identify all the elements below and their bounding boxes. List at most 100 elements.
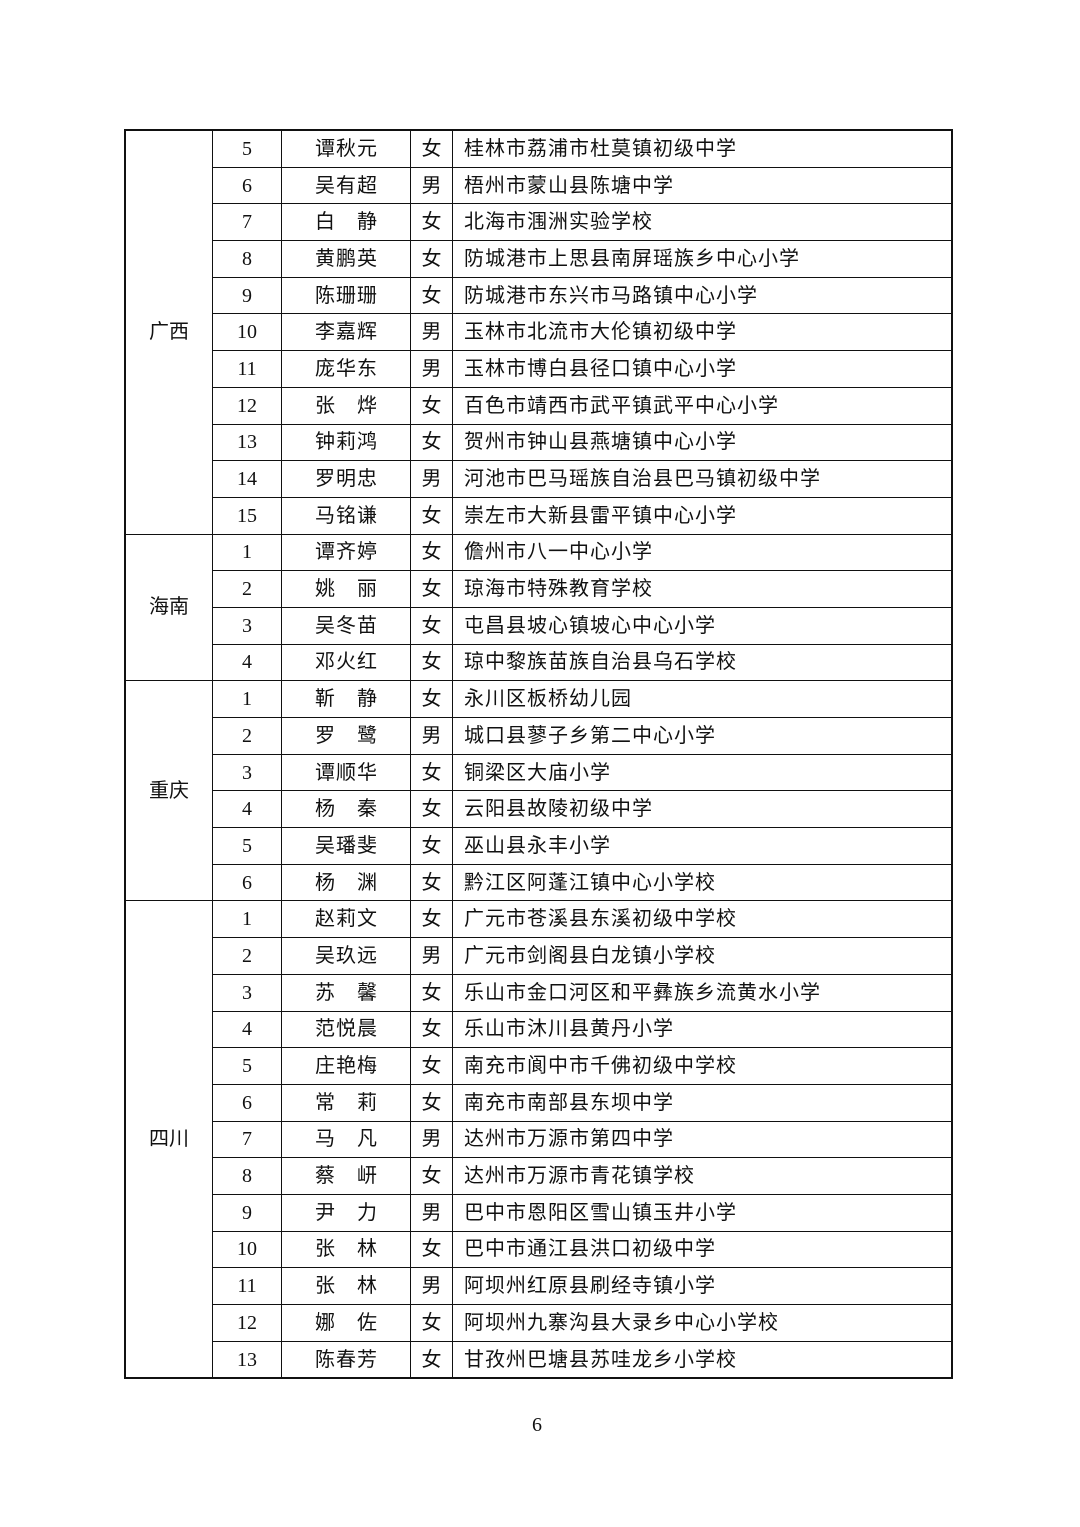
- gender-cell: 女: [410, 570, 453, 608]
- school-name-cell: 南充市阆中市千佛初级中学校: [452, 1047, 953, 1085]
- school-name-cell: 玉林市北流市大伦镇初级中学: [452, 313, 953, 352]
- teacher-name: 谭顺华: [315, 761, 377, 784]
- table-row: 6 杨渊 女黔江区阿蓬江镇中心小学校: [125, 863, 953, 902]
- teacher-name: 吴玖远: [315, 944, 377, 967]
- region-cell: 广西: [124, 129, 213, 535]
- school-name-cell: 永川区板桥幼儿园: [452, 680, 953, 718]
- school-name-cell: 黔江区阿蓬江镇中心小学校: [452, 863, 953, 902]
- teacher-name-cell: 李嘉辉: [281, 313, 411, 352]
- teacher-name-cell: 吴冬苗: [281, 606, 411, 645]
- teacher-name-cell: 谭顺华: [281, 753, 411, 792]
- teacher-name-cell: 陈珊珊: [281, 276, 411, 315]
- gender-cell: 女: [410, 1340, 453, 1379]
- gender-cell: 女: [410, 643, 453, 682]
- table-row: 9 陈珊珊 女防城港市东兴市马路镇中心小学: [125, 276, 953, 315]
- school-name-cell: 玉林市博白县径口镇中心小学: [452, 350, 953, 388]
- teacher-name: 张林: [315, 1275, 377, 1298]
- row-number-cell: 12: [212, 386, 282, 425]
- teacher-name-cell: 吴玖远: [281, 937, 411, 975]
- table-row: 海南 1 谭齐婷女儋州市八一中心小学: [124, 533, 953, 682]
- school-name-cell: 百色市靖西市武平镇武平中心小学: [452, 386, 953, 425]
- gender-cell: 女: [410, 129, 453, 168]
- gender-cell: 女: [410, 386, 453, 425]
- school-name-cell: 南充市南部县东坝中学: [452, 1083, 953, 1122]
- gender-cell: 女: [410, 863, 453, 902]
- teacher-name-cell: 罗明忠: [281, 460, 411, 498]
- gender-cell: 女: [410, 533, 453, 572]
- row-number-cell: 9: [212, 1193, 282, 1232]
- page-number: 6: [532, 1414, 542, 1436]
- gender-cell: 女: [410, 1304, 453, 1342]
- gender-cell: 女: [410, 496, 453, 535]
- teacher-name-cell: 庄艳梅: [281, 1047, 411, 1085]
- teacher-name-cell: 黄鹏英: [281, 240, 411, 278]
- table-row: 2 吴玖远 男广元市剑阁县白龙镇小学校: [125, 937, 953, 975]
- gender-cell: 女: [410, 1010, 453, 1049]
- row-number-cell: 8: [212, 240, 282, 278]
- teacher-name: 赵莉文: [315, 908, 377, 931]
- gender-cell: 女: [410, 240, 453, 278]
- table-row: 4 范悦晨 女乐山市沐川县黄丹小学: [125, 1010, 953, 1049]
- row-number-cell: 15: [212, 496, 282, 535]
- table-row: 5 吴璠斐 女巫山县永丰小学: [125, 827, 953, 865]
- teacher-name-cell: 蔡岍: [281, 1157, 411, 1195]
- gender-cell: 女: [410, 1083, 453, 1122]
- gender-cell: 女: [410, 276, 453, 315]
- row-number-cell: 3: [212, 753, 282, 792]
- row-number-cell: 1: [212, 900, 282, 939]
- school-name-cell: 崇左市大新县雷平镇中心小学: [452, 496, 953, 535]
- teacher-name: 陈春芳: [315, 1348, 377, 1371]
- gender-cell: 女: [410, 606, 453, 645]
- gender-cell: 女: [410, 900, 453, 939]
- teacher-name: 吴璠斐: [315, 834, 377, 857]
- teacher-name-cell: 杨秦: [281, 790, 411, 829]
- row-number-cell: 9: [212, 276, 282, 315]
- teacher-name: 娜佐: [315, 1311, 377, 1334]
- table-row: 3 苏馨 女乐山市金口河区和平彝族乡流黄水小学: [125, 973, 953, 1012]
- teacher-name: 黄鹏英: [315, 247, 377, 270]
- row-number-cell: 4: [212, 643, 282, 682]
- row-number-cell: 6: [212, 863, 282, 902]
- school-name-cell: 城口县蓼子乡第二中心小学: [452, 717, 953, 755]
- teacher-name-cell: 杨渊: [281, 863, 411, 902]
- school-name-cell: 儋州市八一中心小学: [452, 533, 953, 572]
- school-name-cell: 防城港市东兴市马路镇中心小学: [452, 276, 953, 315]
- row-number-cell: 4: [212, 790, 282, 829]
- table-row: 3 谭顺华 女铜梁区大庙小学: [125, 753, 953, 792]
- teacher-name-cell: 谭秋元: [281, 129, 411, 168]
- awardee-table: 广西 5 谭秋元女桂林市荔浦市杜莫镇初级中学 6 吴有超男梧州市蒙山县陈塘中学 7 白静女北…: [124, 129, 953, 1380]
- gender-cell: 女: [410, 680, 453, 718]
- row-number-cell: 5: [212, 1047, 282, 1085]
- teacher-name: 陈珊珊: [315, 284, 377, 307]
- region-cell: 重庆: [124, 680, 213, 902]
- teacher-name-cell: 吴璠斐: [281, 827, 411, 865]
- teacher-name: 范悦晨: [315, 1018, 377, 1041]
- school-name-cell: 巫山县永丰小学: [452, 827, 953, 865]
- teacher-name-cell: 张烨: [281, 386, 411, 425]
- school-name-cell: 巴中市通江县洪口初级中学: [452, 1230, 953, 1269]
- school-name-cell: 广元市苍溪县东溪初级中学校: [452, 900, 953, 939]
- teacher-name-cell: 谭齐婷: [281, 533, 411, 572]
- teacher-name: 尹力: [315, 1201, 377, 1224]
- teacher-name-cell: 马铭谦: [281, 496, 411, 535]
- table-row: 四川 1 赵莉文女广元市苍溪县东溪初级中学校: [124, 900, 953, 1379]
- gender-cell: 男: [410, 166, 453, 205]
- row-number-cell: 1: [212, 533, 282, 572]
- school-name-cell: 甘孜州巴塘县苏哇龙乡小学校: [452, 1340, 953, 1379]
- teacher-name-cell: 庞华东: [281, 350, 411, 388]
- teacher-name: 庞华东: [315, 357, 377, 380]
- school-name-cell: 巴中市恩阳区雪山镇玉井小学: [452, 1193, 953, 1232]
- teacher-name: 吴有超: [315, 174, 377, 197]
- row-number-cell: 6: [212, 166, 282, 205]
- teacher-name: 蔡岍: [315, 1165, 377, 1188]
- gender-cell: 女: [410, 423, 453, 462]
- table-row: 7 白静 女北海市涠洲实验学校: [125, 203, 953, 242]
- table-row: 10 李嘉辉 男玉林市北流市大伦镇初级中学: [125, 313, 953, 352]
- school-name-cell: 北海市涠洲实验学校: [452, 203, 953, 242]
- table-row: 8 蔡岍 女达州市万源市青花镇学校: [125, 1157, 953, 1195]
- teacher-name-cell: 常莉: [281, 1083, 411, 1122]
- gender-cell: 女: [410, 790, 453, 829]
- teacher-name: 罗鹭: [315, 724, 377, 747]
- teacher-name: 靳静: [315, 688, 377, 711]
- school-name-cell: 琼中黎族苗族自治县乌石学校: [452, 643, 953, 682]
